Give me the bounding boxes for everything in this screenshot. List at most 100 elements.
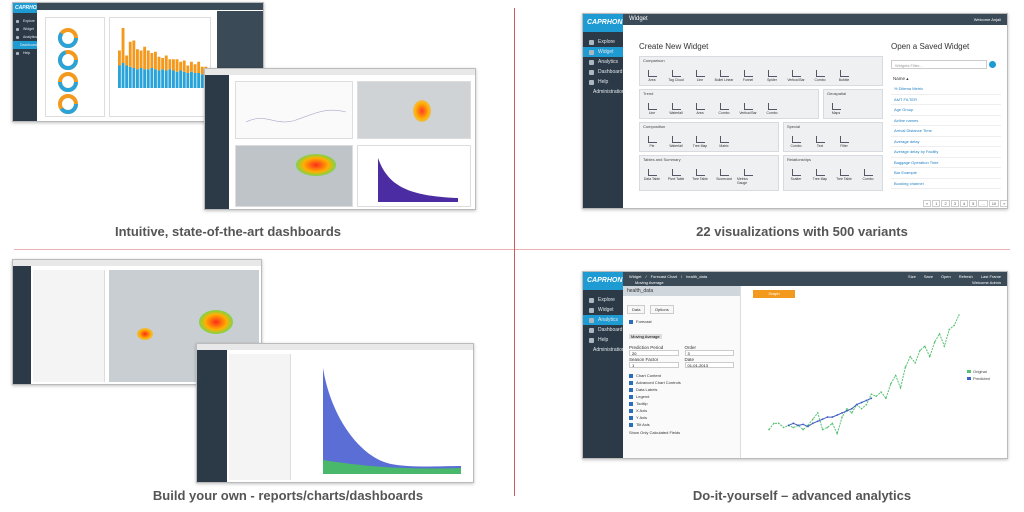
vis-option[interactable]: Maps [825, 103, 847, 115]
saved-widget-item[interactable]: Average delay by Facility [891, 147, 1001, 158]
vis-option[interactable]: Vertical Bar [737, 103, 759, 115]
sidebar-item-administration[interactable]: Administration [593, 89, 625, 95]
saved-widget-item[interactable]: Age Group [891, 105, 1001, 116]
sidebar-item-help[interactable]: Help [583, 335, 623, 345]
vis-option[interactable]: Combo [809, 70, 831, 82]
sidebar-item-administration[interactable]: Administration [593, 347, 625, 353]
option-checkbox[interactable]: Tooltip [629, 400, 734, 407]
calculated-fields-toggle[interactable]: Show Only Calculated Fields [629, 430, 681, 435]
vis-option[interactable]: Combo [713, 103, 735, 115]
option-checkbox[interactable]: Advanced Chart Controls [629, 379, 734, 386]
page-button[interactable]: 2 [941, 200, 950, 207]
saved-widget-item[interactable]: AMT FILTER [891, 95, 1001, 105]
vis-option[interactable]: Pie [641, 136, 663, 148]
sidebar-item[interactable]: Dashboard [13, 41, 37, 49]
option-checkbox[interactable]: Chart Content [629, 372, 734, 379]
menu-item[interactable]: Last Frame [980, 274, 1001, 279]
vis-option[interactable]: Data Table [641, 169, 663, 181]
saved-widget-item[interactable]: Arrival Distance Time [891, 126, 1001, 137]
user-menu[interactable]: Welcome Admin [972, 280, 1001, 285]
option-checkbox[interactable]: X Axis [629, 407, 734, 414]
vis-option[interactable]: Bullet Linear [713, 70, 735, 82]
vis-option[interactable]: Pivot Table [665, 169, 687, 181]
vis-option[interactable]: Tree Map [809, 169, 831, 181]
widget-filter-input[interactable]: Widgets Filter... [891, 60, 987, 69]
vis-option[interactable]: Spider [761, 70, 783, 82]
saved-widget-item[interactable]: % Dilema Metric [891, 84, 1001, 95]
sidebar-item-analytics[interactable]: Analytics [583, 57, 623, 67]
sidebar-item-analytics[interactable]: Analytics [583, 315, 623, 325]
option-checkbox[interactable]: Legend [629, 393, 734, 400]
sidebar-item-dashboard[interactable]: Dashboard [583, 67, 623, 77]
sidebar-item-help[interactable]: Help [583, 77, 623, 87]
vis-option[interactable]: Filter [833, 136, 855, 148]
vis-option[interactable]: Funnel [737, 70, 759, 82]
menu-item[interactable]: Size [908, 274, 916, 279]
user-menu[interactable]: Welcome Anjali [973, 17, 1001, 22]
page-button[interactable]: 5 [969, 200, 978, 207]
search-icon[interactable] [989, 61, 996, 68]
sidebar-item[interactable]: Analytics [13, 33, 37, 41]
vis-option[interactable]: Tree Map [689, 136, 711, 148]
vis-option[interactable]: Tree Table [689, 169, 711, 181]
saved-widget-item[interactable]: Bar Example [891, 168, 1001, 179]
vis-option[interactable]: Scatter [785, 169, 807, 181]
field-input[interactable]: 3 [684, 350, 734, 356]
vis-option[interactable]: Tag Cloud [665, 70, 687, 82]
forecast-checkbox[interactable]: Forecast [623, 318, 740, 325]
menu-item[interactable]: Open [940, 274, 951, 279]
tab-data[interactable]: Data [627, 305, 646, 314]
saved-widget-item[interactable]: Booking channel [891, 179, 1001, 189]
vis-option[interactable]: Bubble [833, 70, 855, 82]
field-input[interactable]: 1 [629, 362, 679, 368]
vis-option[interactable]: Vertical Bar [785, 70, 807, 82]
vis-option[interactable]: Metrics Gauge [737, 169, 759, 185]
vis-option[interactable]: Scorecard [713, 169, 735, 181]
breadcrumb-item[interactable]: Forecast Chart [650, 274, 678, 279]
sidebar-item[interactable]: Explore [13, 17, 37, 25]
vis-option[interactable]: Tree Table [833, 169, 855, 181]
bar [143, 46, 147, 70]
page-button[interactable]: 3 [950, 200, 959, 207]
sidebar-item-widget[interactable]: Widget [583, 47, 623, 57]
menu-item[interactable]: Save [923, 274, 933, 279]
saved-widget-item[interactable]: Baggage Operation Time [891, 158, 1001, 168]
vis-option[interactable]: Combo [857, 169, 879, 181]
vis-option[interactable]: Matrix [713, 136, 735, 148]
vis-option[interactable]: Text [809, 136, 831, 148]
vis-option[interactable]: Line [641, 103, 663, 115]
sidebar-item[interactable]: Help [13, 49, 37, 57]
saved-widget-item[interactable]: Average delay [891, 137, 1001, 147]
page-button[interactable]: ... [978, 200, 988, 207]
sidebar-item-dashboard[interactable]: Dashboard [583, 325, 623, 335]
vis-option[interactable]: Waterfall [665, 103, 687, 115]
breadcrumb-item[interactable]: Widget [629, 274, 642, 279]
option-checkbox[interactable]: Data Labels [629, 386, 734, 393]
vis-option[interactable]: Area [641, 70, 663, 82]
sidebar-item[interactable]: Widget [13, 25, 37, 33]
vis-option[interactable]: Waterfall [665, 136, 687, 148]
sidebar-item-explore[interactable]: Explore [583, 37, 623, 47]
vis-option[interactable]: Combo [761, 103, 783, 115]
vis-option[interactable]: Combo [785, 136, 807, 148]
page-button[interactable]: 1 [932, 200, 941, 207]
name-column-header[interactable]: Name ▴ [893, 76, 909, 81]
page-button[interactable]: » [1000, 200, 1007, 207]
option-checkbox[interactable]: Tilt Axis [629, 421, 734, 428]
sidebar-item-widget[interactable]: Widget [583, 305, 623, 315]
tab-options[interactable]: Options [649, 305, 674, 314]
vis-option[interactable]: Area [689, 103, 711, 115]
menu-item[interactable]: Refresh [958, 274, 973, 279]
page-button[interactable]: 4 [959, 200, 969, 207]
option-checkbox[interactable]: Y Axis [629, 414, 734, 421]
sidebar-item-explore[interactable]: Explore [583, 295, 623, 305]
saved-widget-item[interactable]: Airline names [891, 116, 1001, 126]
page-button[interactable]: 10 [988, 200, 1000, 207]
point-predicted [816, 420, 819, 423]
graph-tab[interactable]: Graph [753, 290, 795, 298]
field-input[interactable]: 20 [629, 350, 679, 356]
field-input[interactable]: 01-01-2013 [684, 362, 734, 368]
breadcrumb-item[interactable]: health_data [686, 274, 708, 279]
vis-option[interactable]: Line [689, 70, 711, 82]
page-button[interactable]: « [923, 200, 932, 207]
